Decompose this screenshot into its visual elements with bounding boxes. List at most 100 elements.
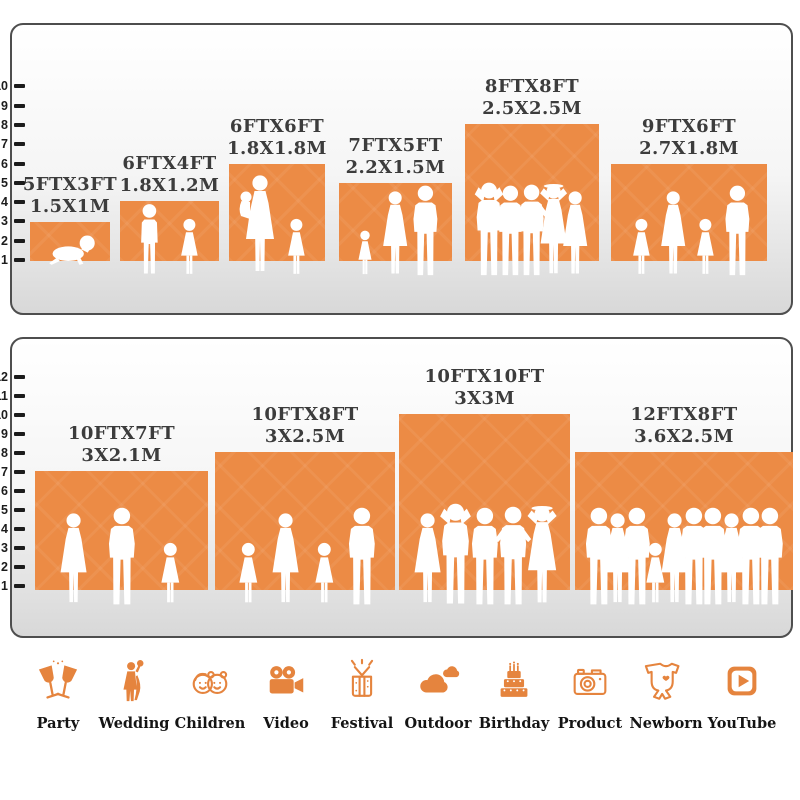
- silhouette-girl-small: [356, 230, 374, 275]
- backdrop-size-m: 2.7X1.8M: [639, 138, 739, 159]
- category-label: Birthday: [478, 715, 550, 732]
- silhouette-woman: [656, 191, 690, 277]
- ruler-number: 3: [1, 214, 8, 229]
- ruler-tick: [14, 122, 25, 127]
- ruler-number: 8: [1, 446, 8, 460]
- ruler-number: 11: [0, 389, 8, 403]
- category-label: YouTube: [707, 715, 777, 732]
- category-item: Product: [554, 658, 626, 732]
- product-icon: [567, 658, 613, 704]
- category-label: Newborn: [629, 715, 703, 732]
- backdrop-size-m: 1.8X1.2M: [119, 175, 220, 196]
- backdrop-size-ft: 10FTX7FT: [67, 423, 176, 444]
- silhouette-man: [407, 185, 444, 277]
- backdrop-size-ft: 6FTX4FT: [122, 153, 217, 174]
- ruler-tick: [14, 413, 25, 417]
- youtube-icon: [719, 658, 765, 704]
- ruler-tick: [14, 161, 25, 166]
- festival-icon: [339, 658, 385, 704]
- backdrop-size-label: 10FTX7FT 3X2.1M: [68, 423, 175, 467]
- backdrop-size-label: 10FTX8FT 3X2.5M: [251, 404, 358, 448]
- backdrop-size-ft: 9FTX6FT: [641, 116, 737, 137]
- category-item: Wedding: [98, 658, 170, 732]
- silhouette-woman: [558, 191, 592, 277]
- backdrop-size-m: 3X2.5M: [264, 426, 346, 447]
- backdrop-size-ft: 10FTX10FT: [424, 366, 545, 387]
- ruler-tick: [14, 200, 25, 205]
- backdrop-size-label: 7FTX5FT 2.2X1.5M: [346, 135, 446, 179]
- ruler-number: 8: [1, 117, 8, 132]
- ruler-number: 12: [0, 370, 8, 384]
- ruler-number: 5: [1, 175, 8, 190]
- backdrop-size-ft: 5FTX3FT: [22, 174, 118, 195]
- ruler-number: 7: [1, 137, 8, 152]
- silhouette-woman-hat: [522, 506, 562, 606]
- ruler-number: 4: [1, 195, 8, 210]
- silhouette-woman: [267, 513, 304, 606]
- category-label: Party: [36, 715, 80, 732]
- ruler-tick: [14, 508, 25, 512]
- ruler-tick: [14, 470, 25, 474]
- ruler-number: 1: [1, 579, 8, 593]
- silhouette-baby: [42, 234, 98, 265]
- category-label: Wedding: [98, 715, 170, 732]
- category-item: Newborn: [630, 658, 702, 732]
- backdrop-size-label: 6FTX4FT 1.8X1.2M: [120, 153, 220, 197]
- category-item: Video: [250, 658, 322, 732]
- ruler-tick: [14, 238, 25, 243]
- backdrop-size-label: 6FTX6FT 1.8X1.8M: [227, 116, 327, 160]
- silhouette-man: [102, 507, 142, 606]
- newborn-icon: [643, 658, 689, 704]
- silhouette-girl: [158, 542, 183, 604]
- category-item: YouTube: [706, 658, 778, 732]
- category-item: Children: [174, 658, 246, 732]
- backdrop-size-label: 9FTX6FT 2.7X1.8M: [639, 116, 739, 160]
- ruler-number: 6: [1, 156, 8, 171]
- silhouette-girl: [630, 218, 653, 275]
- backdrop-size-label: 12FTX8FT 3.6X2.5M: [630, 404, 737, 448]
- backdrop-size-ft: 8FTX8FT: [484, 76, 580, 97]
- birthday-icon: [491, 658, 537, 704]
- silhouette-man: [750, 507, 790, 606]
- children-icon: [187, 658, 233, 704]
- category-label: Video: [263, 715, 309, 732]
- backdrop-size-m: 2.2X1.5M: [345, 157, 446, 178]
- silhouette-man: [719, 185, 756, 277]
- ruler-tick: [14, 84, 25, 89]
- backdrop-size-m: 2.5X2.5M: [482, 98, 582, 119]
- ruler-tick: [14, 142, 25, 147]
- silhouette-girl: [178, 218, 201, 275]
- medium-backdrops-panel: 12345678910111210FTX7FT3X2.1M10FTX8FT3X2…: [0, 337, 793, 638]
- ruler-tick: [14, 219, 25, 224]
- backdrop-size-label: 10FTX10FT 3X3M: [424, 366, 544, 410]
- ruler-tick: [14, 394, 25, 398]
- category-label: Children: [174, 715, 246, 732]
- ruler-tick: [14, 546, 25, 550]
- outdoor-icon: [415, 658, 461, 704]
- silhouette-man: [342, 507, 382, 606]
- ruler-tick: [14, 103, 25, 108]
- party-icon: [35, 658, 81, 704]
- silhouette-girl: [694, 218, 717, 275]
- ruler-number: 3: [1, 541, 8, 555]
- silhouette-girl: [312, 542, 337, 604]
- category-label: Outdoor: [404, 715, 472, 732]
- backdrop-size-m: 1.8X1.8M: [227, 138, 327, 159]
- small-backdrops-panel: 123456789105FTX3FT1.5X1M6FTX4FT1.8X1.2M6…: [0, 23, 793, 315]
- backdrop-size-ft: 7FTX5FT: [348, 135, 443, 156]
- ruler-tick: [14, 584, 25, 588]
- ruler-tick: [14, 258, 25, 262]
- ruler-number: 2: [1, 233, 8, 248]
- backdrop-size-m: 3X3M: [454, 388, 515, 409]
- category-item: Festival: [326, 658, 398, 732]
- backdrop-size-ft: 6FTX6FT: [229, 116, 325, 137]
- backdrop-size-m: 3X2.1M: [81, 445, 162, 466]
- ruler-number: 6: [1, 484, 8, 498]
- ruler-tick: [14, 565, 25, 569]
- ruler-number: 7: [1, 465, 8, 479]
- ruler-number: 1: [1, 253, 8, 267]
- ruler-number: 10: [0, 79, 8, 94]
- category-label: Festival: [330, 715, 394, 732]
- ruler-tick: [14, 375, 25, 379]
